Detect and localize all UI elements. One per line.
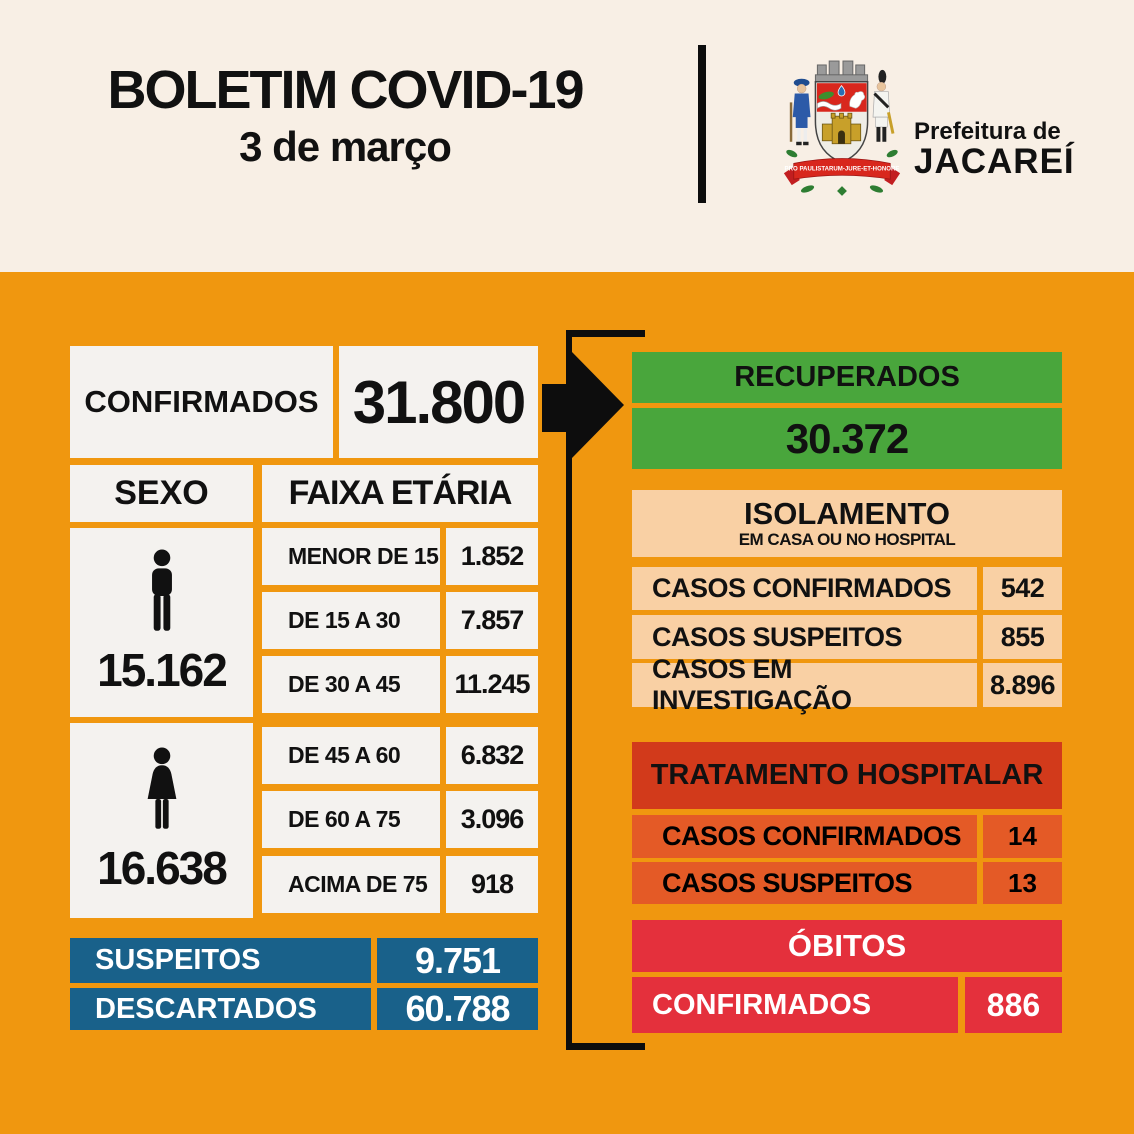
sex-header-box: SEXO [70,465,253,522]
deaths-row-value: 886 [965,977,1062,1033]
hospital-row-label: CASOS SUSPEITOS [632,862,977,904]
male-icon [151,549,172,631]
isolation-row-label: CASOS CONFIRMADOS [632,567,977,610]
age-row-value: 918 [446,856,538,913]
discarded-value: 60.788 [377,988,538,1030]
suspects-value: 9.751 [377,938,538,983]
logo-org-line2: JACAREÍ [914,142,1075,182]
confirmed-value-box: 31.800 [339,346,538,458]
isolation-header: ISOLAMENTO EM CASA OU NO HOSPITAL [632,490,1062,557]
isolation-row-label: CASOS SUSPEITOS [632,615,977,659]
confirmed-label-box: CONFIRMADOS [70,346,333,458]
logo-org-name: Prefeitura de JACAREÍ [914,73,1075,181]
bulletin-date: 3 de março [239,122,452,170]
age-row-label: DE 60 A 75 [262,791,440,848]
logo-motto: PRO PAULISTARUM-JURE-ET-HONORE [785,165,900,172]
age-row-label: ACIMA DE 75 [262,856,440,913]
age-row-value: 3.096 [446,791,538,848]
bulletin-title: BOLETIM COVID-19 [107,60,584,120]
age-row-label: DE 45 A 60 [262,727,440,784]
female-icon [147,747,176,829]
header: BOLETIM COVID-19 3 de março [0,0,1134,272]
isolation-title: ISOLAMENTO [743,496,951,532]
age-row-value: 1.852 [446,528,538,585]
header-divider [698,45,706,203]
female-count: 16.638 [97,841,228,894]
title-block: BOLETIM COVID-19 3 de março [60,62,630,171]
hospital-header: TRATAMENTO HOSPITALAR [632,742,1062,809]
recovered-value: 30.372 [632,408,1062,469]
isolation-row-value: 542 [983,567,1062,610]
deaths-row-label: CONFIRMADOS [632,977,958,1033]
age-row-label: DE 30 A 45 [262,656,440,713]
isolation-subtitle: EM CASA OU NO HOSPITAL [738,529,956,549]
discarded-label: DESCARTADOS [70,988,371,1030]
jacarei-coat-of-arms-icon: PRO PAULISTARUM-JURE-ET-HONORE [783,60,901,196]
deaths-header: ÓBITOS [632,920,1062,972]
age-header-box: FAIXA ETÁRIA [262,465,538,522]
isolation-row-value: 855 [983,615,1062,659]
age-row-value: 6.832 [446,727,538,784]
city-logo: PRO PAULISTARUM-JURE-ET-HONORE Prefeitur… [778,52,1075,202]
female-box: 16.638 [70,723,253,918]
flow-bracket [566,330,645,1050]
flow-arrow-head-icon [572,352,624,458]
age-row-value: 11.245 [446,656,538,713]
flow-arrow-icon [542,384,572,432]
hospital-row-value: 13 [983,862,1062,904]
isolation-row-value: 8.896 [983,663,1062,707]
recovered-header: RECUPERADOS [632,352,1062,403]
hospital-row-label: CASOS CONFIRMADOS [632,815,977,858]
logo-org-line1: Prefeitura de [914,118,1061,146]
male-box: 15.162 [70,528,253,717]
suspects-label: SUSPEITOS [70,938,371,983]
age-row-label: DE 15 A 30 [262,592,440,649]
age-row-value: 7.857 [446,592,538,649]
age-row-label: MENOR DE 15 [262,528,440,585]
hospital-row-value: 14 [983,815,1062,858]
isolation-row-label: CASOS EM INVESTIGAÇÃO [632,654,977,715]
male-count: 15.162 [97,643,228,696]
